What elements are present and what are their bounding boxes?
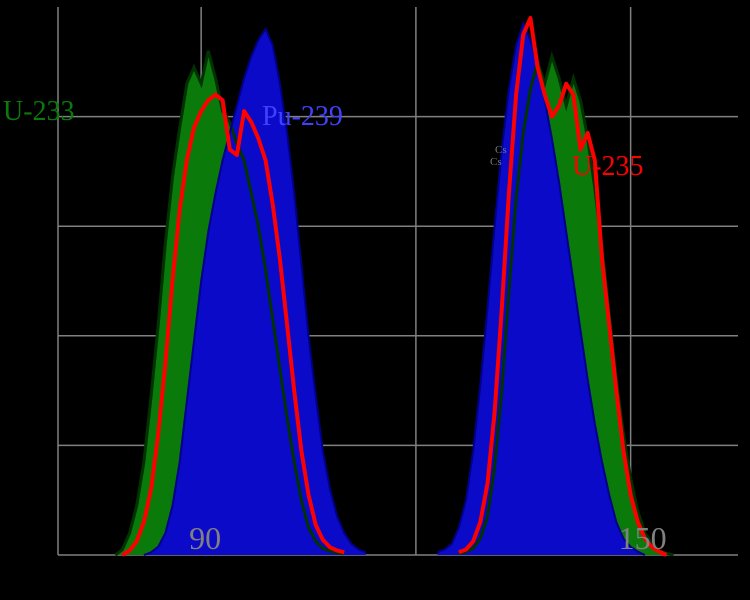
label-u233: U-233 <box>3 96 75 127</box>
x-tick-150: 150 <box>619 520 667 556</box>
label-pu239: Pu-239 <box>262 101 343 132</box>
svg-text:Cs: Cs <box>490 156 502 168</box>
svg-text:Cs: Cs <box>495 144 507 156</box>
label-u235: U-235 <box>572 151 644 182</box>
x-tick-90: 90 <box>189 520 221 556</box>
fission-yield-chart: 90 150 U-233 Pu-239 U-235 CsCs <box>0 0 750 600</box>
